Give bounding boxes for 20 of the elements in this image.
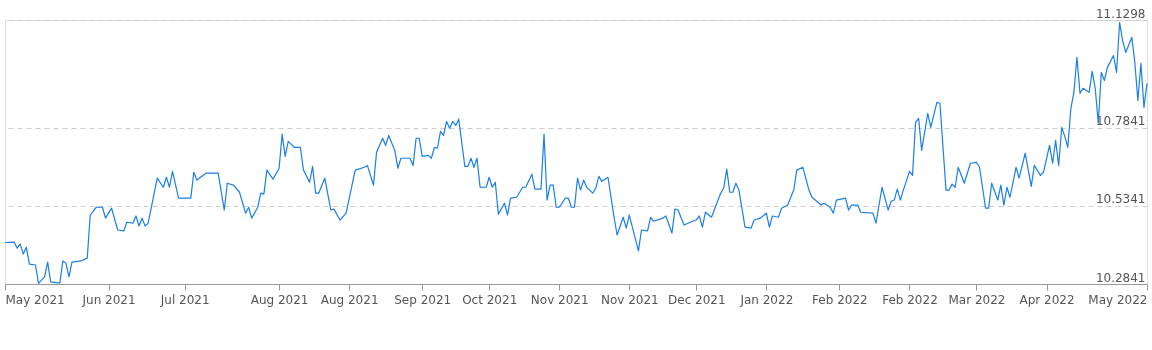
x-tick-label: Nov 2021	[530, 292, 589, 307]
x-tick-label: Jun 2021	[81, 292, 136, 307]
x-tick-label: Apr 2022	[1019, 292, 1075, 307]
x-tick-label: Oct 2021	[462, 292, 518, 307]
x-tick-label: Aug 2021	[250, 292, 309, 307]
y-tick-label: 10.5341	[1095, 192, 1146, 207]
x-tick-label: Sep 2021	[394, 292, 452, 307]
x-tick-label: Aug 2021	[320, 292, 379, 307]
y-tick-label: 10.7841	[1095, 114, 1146, 129]
x-tick-label: May 2021	[5, 292, 65, 307]
x-tick-label: Nov 2021	[600, 292, 659, 307]
x-tick-label: Jul 2021	[159, 292, 210, 307]
x-tick-label: Feb 2022	[812, 292, 868, 307]
x-tick-label: Jan 2022	[739, 292, 794, 307]
y-tick-label: 10.2841	[1095, 270, 1146, 285]
x-tick-label: Feb 2022	[882, 292, 938, 307]
x-tick-label: Dec 2021	[668, 292, 726, 307]
y-tick-label: 11.1298	[1095, 6, 1146, 21]
x-tick-label: Mar 2022	[948, 292, 1006, 307]
x-tick-label: May 2022	[1088, 292, 1148, 307]
